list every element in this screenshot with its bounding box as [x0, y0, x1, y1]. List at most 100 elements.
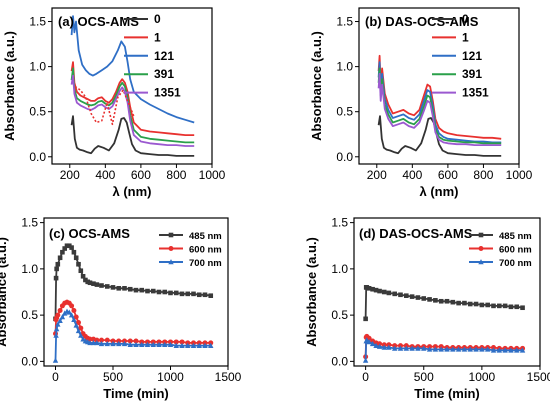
data-point-circle [87, 336, 93, 342]
y-tick-label: 0.0 [21, 354, 38, 368]
plot-area [52, 243, 214, 363]
data-point-triangle [87, 339, 93, 346]
data-point-circle [173, 339, 179, 345]
data-point-circle [133, 338, 139, 344]
data-point-square [520, 305, 525, 311]
legend-label: 1351 [154, 86, 181, 100]
series-line-1351 [377, 72, 502, 147]
series-line-391 [377, 67, 502, 145]
series-line-121 [377, 61, 502, 144]
data-point-triangle [484, 346, 491, 352]
legend-label: 700 nm [189, 258, 222, 269]
data-point-triangle [71, 316, 77, 323]
series-line-485 nm [54, 244, 211, 319]
data-point-square [150, 288, 156, 294]
data-point-square [363, 316, 368, 322]
x-tick-label: 500 [103, 370, 123, 384]
data-point-square [54, 266, 59, 272]
data-point-triangle [409, 345, 415, 351]
legend: 485 nm 600 nm 700 nm [159, 231, 222, 269]
y-axis-label: Absorbance (a.u.) [309, 31, 324, 141]
panel-title: (b) DAS-OCS-AMS [365, 14, 479, 29]
x-tick-label: 1000 [469, 370, 496, 384]
axes-frame [358, 7, 520, 165]
data-point-square [57, 255, 63, 261]
data-point-triangle [479, 346, 485, 352]
data-point-square [381, 289, 387, 295]
data-point-triangle [467, 346, 473, 352]
series-line-0 [70, 115, 195, 157]
y-tick-label: 1.0 [29, 60, 46, 74]
data-point-triangle [196, 342, 202, 348]
data-point-square [473, 301, 479, 307]
plot-area [70, 15, 195, 157]
data-point-square [208, 293, 214, 298]
data-point-square [173, 290, 179, 296]
data-point-triangle [68, 312, 75, 318]
data-point-triangle [366, 339, 372, 345]
data-point-triangle [490, 347, 497, 353]
x-tick-label: 0 [52, 370, 59, 384]
data-point-triangle [202, 342, 208, 348]
x-tick-label: 0 [362, 370, 369, 384]
series-line-700 nm [54, 310, 211, 361]
data-point-square [104, 284, 110, 289]
data-point-triangle [432, 346, 439, 352]
y-tick-label: 1.0 [21, 262, 38, 276]
data-point-square [156, 289, 162, 295]
data-point-square [485, 302, 490, 308]
data-point-triangle [508, 347, 514, 353]
data-point-circle [57, 308, 63, 313]
panel-title: (d) DAS-OCS-AMS [359, 226, 473, 241]
data-point-square [83, 277, 88, 283]
data-point-triangle [190, 342, 197, 348]
data-point-triangle [478, 259, 484, 265]
legend: 485 nm 600 nm 700 nm [469, 231, 532, 269]
data-point-triangle [376, 343, 383, 349]
data-point-triangle [369, 340, 376, 347]
x-axis-label: Time (min) [103, 386, 169, 401]
data-point-square [508, 304, 514, 310]
y-tick-label: 0.0 [331, 354, 348, 368]
data-point-triangle [78, 332, 84, 338]
legend-label: 1 [154, 30, 161, 44]
data-point-circle [73, 314, 79, 320]
data-point-triangle [208, 342, 214, 348]
y-tick-label: 1.5 [21, 216, 38, 230]
data-point-square [202, 292, 208, 298]
data-point-triangle [391, 345, 398, 351]
data-point-square [370, 286, 375, 292]
data-point-square [80, 273, 86, 279]
y-axis-label: Absorbance (a.u.) [0, 237, 9, 347]
data-point-triangle [104, 340, 110, 347]
data-point-square [373, 287, 379, 293]
x-tick-label: 200 [367, 168, 387, 182]
plot-area [362, 285, 526, 363]
data-point-square [162, 289, 168, 295]
data-point-triangle [397, 345, 404, 351]
data-point-square [392, 291, 397, 297]
y-axis-label: Absorbance (a.u.) [2, 31, 17, 141]
data-point-square [99, 283, 104, 288]
data-point-square [91, 281, 96, 286]
data-point-triangle [473, 346, 479, 352]
legend-label: 1 [462, 30, 469, 44]
data-point-circle [78, 325, 84, 331]
data-point-square [398, 292, 403, 298]
x-tick-label: 500 [414, 370, 434, 384]
data-point-square [69, 245, 74, 250]
data-point-square [514, 304, 520, 310]
data-point-square [456, 300, 461, 306]
data-point-circle [55, 312, 61, 318]
data-point-square [127, 286, 133, 292]
data-point-triangle [59, 314, 66, 320]
data-point-triangle [455, 346, 462, 352]
data-point-triangle [450, 346, 456, 352]
data-point-square [497, 303, 502, 309]
data-point-square [404, 293, 409, 298]
data-point-square [467, 301, 473, 307]
legend-label: 700 nm [499, 258, 532, 269]
data-point-square [462, 300, 467, 306]
y-tick-label: 0.5 [21, 308, 38, 322]
